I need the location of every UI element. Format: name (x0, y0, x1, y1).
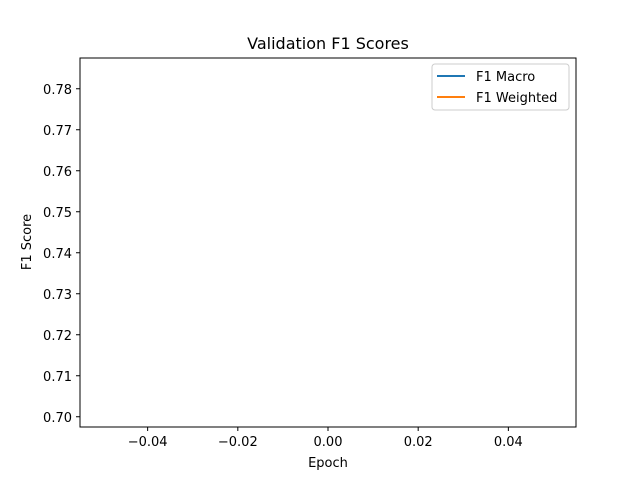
y-tick-label: 0.77 (43, 124, 72, 139)
x-axis-label: Epoch (308, 456, 348, 471)
y-tick-label: 0.78 (43, 83, 72, 98)
legend-label-f1-weighted: F1 Weighted (476, 91, 557, 106)
chart-title: Validation F1 Scores (247, 34, 409, 53)
legend: F1 Macro F1 Weighted (431, 63, 570, 111)
y-tick-label: 0.74 (43, 247, 72, 262)
x-tick-label: −0.04 (128, 435, 168, 450)
legend-box (431, 63, 570, 111)
y-tick-label: 0.70 (43, 411, 72, 426)
y-axis-ticks: 0.70 0.71 0.72 0.73 0.74 0.75 0.76 0.77 0.78 (43, 83, 80, 426)
x-tick-label: 0.02 (404, 435, 433, 450)
x-tick-label: 0.00 (314, 435, 343, 450)
x-tick-label: 0.04 (494, 435, 523, 450)
y-tick-label: 0.71 (43, 370, 72, 385)
legend-label-f1-macro: F1 Macro (476, 70, 535, 85)
y-tick-label: 0.76 (43, 165, 72, 180)
y-tick-label: 0.72 (43, 329, 72, 344)
y-axis-label: F1 Score (20, 214, 35, 270)
x-axis-ticks: −0.04 −0.02 0.00 0.02 0.04 (128, 427, 523, 450)
plot-area-frame (79, 57, 577, 428)
x-tick-label: −0.02 (218, 435, 258, 450)
y-tick-label: 0.75 (43, 206, 72, 221)
y-tick-label: 0.73 (43, 288, 72, 303)
